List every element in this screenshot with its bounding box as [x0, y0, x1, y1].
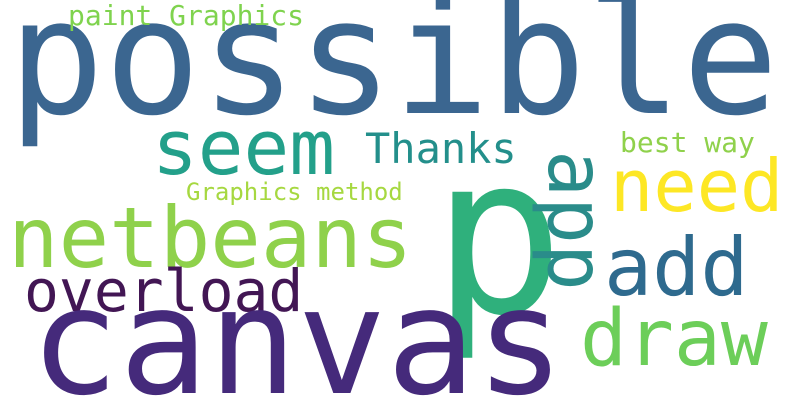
word-thanks: Thanks [365, 124, 517, 173]
word-possible: possible [8, 0, 779, 151]
word-best-way: best way [620, 126, 755, 159]
word-seem: seem [152, 103, 336, 192]
word-need: need [610, 144, 784, 228]
word-canvas: canvas [30, 256, 565, 400]
word-add: add [604, 221, 749, 314]
word-overload: overload [24, 257, 304, 325]
word-p: p [432, 108, 565, 364]
word-paint-graphics: paint Graphics [68, 0, 305, 32]
word-graphics-method: Graphics method [186, 178, 403, 206]
word-netbeans: netbeans [8, 189, 413, 287]
word-draw: draw [580, 294, 768, 384]
